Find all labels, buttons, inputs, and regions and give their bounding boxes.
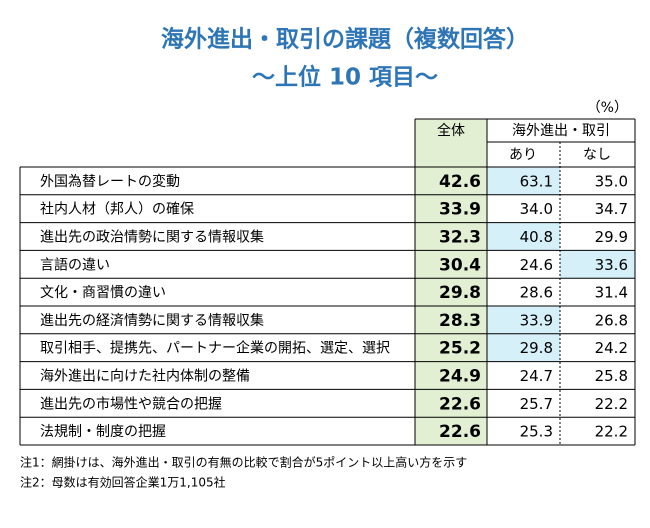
- note: 注2：母数は有効回答企業1万1,105社: [20, 475, 226, 490]
- total-value: 22.6: [439, 394, 481, 414]
- rows: 外国為替レートの変動 42.6 63.1 35.0 社内人材（邦人）の確保 33.9 34.…: [20, 166, 635, 446]
- title: 海外進出・取引の課題（複数回答）: [161, 26, 529, 53]
- yes-value: 24.6: [520, 256, 553, 274]
- yes-value: 29.8: [520, 339, 553, 357]
- total-value: 32.3: [439, 228, 481, 248]
- header-borders: [19, 118, 636, 445]
- row-label: 進出先の市場性や競合の把握: [40, 395, 222, 412]
- yes-value: 24.7: [520, 367, 553, 385]
- column-group-header: 海外進出・取引: [512, 123, 610, 139]
- no-value: 22.2: [595, 395, 628, 413]
- highlight-cell: [487, 222, 560, 251]
- yes-value: 63.1: [520, 172, 553, 190]
- total-value: 30.4: [439, 255, 481, 275]
- row-label: 取引相手、提携先、パートナー企業の開拓、選定、選択: [40, 340, 390, 357]
- no-value: 29.9: [595, 228, 628, 246]
- yes-value: 33.9: [520, 311, 553, 329]
- total-value: 25.2: [439, 339, 481, 359]
- total-value: 29.8: [439, 283, 481, 303]
- highlight-cell: [560, 250, 635, 279]
- yes-value: 25.7: [520, 395, 553, 413]
- row-label: 言語の違い: [40, 257, 110, 273]
- unit: （%）: [587, 100, 628, 116]
- row-label: 進出先の経済情勢に関する情報収集: [40, 312, 264, 329]
- row-label: 法規制・制度の把握: [40, 424, 166, 440]
- total-value: 28.3: [439, 311, 481, 331]
- total-value: 22.6: [439, 422, 481, 442]
- column-header: 全体: [437, 122, 465, 139]
- column-header: あり: [509, 147, 537, 163]
- no-value: 35.0: [595, 172, 628, 190]
- row-label: 文化・商習慣の違い: [40, 284, 166, 301]
- no-value: 31.4: [595, 284, 628, 302]
- row-label: 海外進出に向けた社内体制の整備: [40, 369, 250, 385]
- no-value: 33.6: [595, 256, 628, 274]
- note: 注1：網掛けは、海外進出・取引の有無の比較で割合が5ポイント以上高い方を示す: [20, 455, 467, 470]
- no-value: 24.2: [595, 339, 628, 357]
- total-value: 42.6: [439, 172, 481, 192]
- total-header-bg: [415, 119, 487, 167]
- no-value: 34.7: [595, 200, 628, 218]
- row-label: 社内人材（邦人）の確保: [40, 202, 194, 218]
- total-value: 24.9: [439, 367, 481, 387]
- no-value: 26.8: [595, 311, 628, 329]
- yes-value: 28.6: [520, 284, 553, 302]
- highlight-cell: [487, 306, 560, 334]
- column-header: なし: [583, 147, 611, 163]
- yes-value: 25.3: [520, 423, 553, 441]
- no-value: 25.8: [595, 367, 628, 385]
- no-value: 22.2: [595, 423, 628, 441]
- highlight-cell: [487, 167, 560, 195]
- row-label: 進出先の政治情勢に関する情報収集: [40, 229, 264, 246]
- row-label: 外国為替レートの変動: [40, 173, 180, 190]
- yes-value: 34.0: [520, 200, 553, 218]
- subtitle: ～上位 10 項目～: [252, 64, 438, 91]
- total-value: 33.9: [439, 200, 481, 220]
- highlights: [487, 167, 635, 362]
- yes-value: 40.8: [520, 228, 553, 246]
- highlight-cell: [487, 333, 560, 362]
